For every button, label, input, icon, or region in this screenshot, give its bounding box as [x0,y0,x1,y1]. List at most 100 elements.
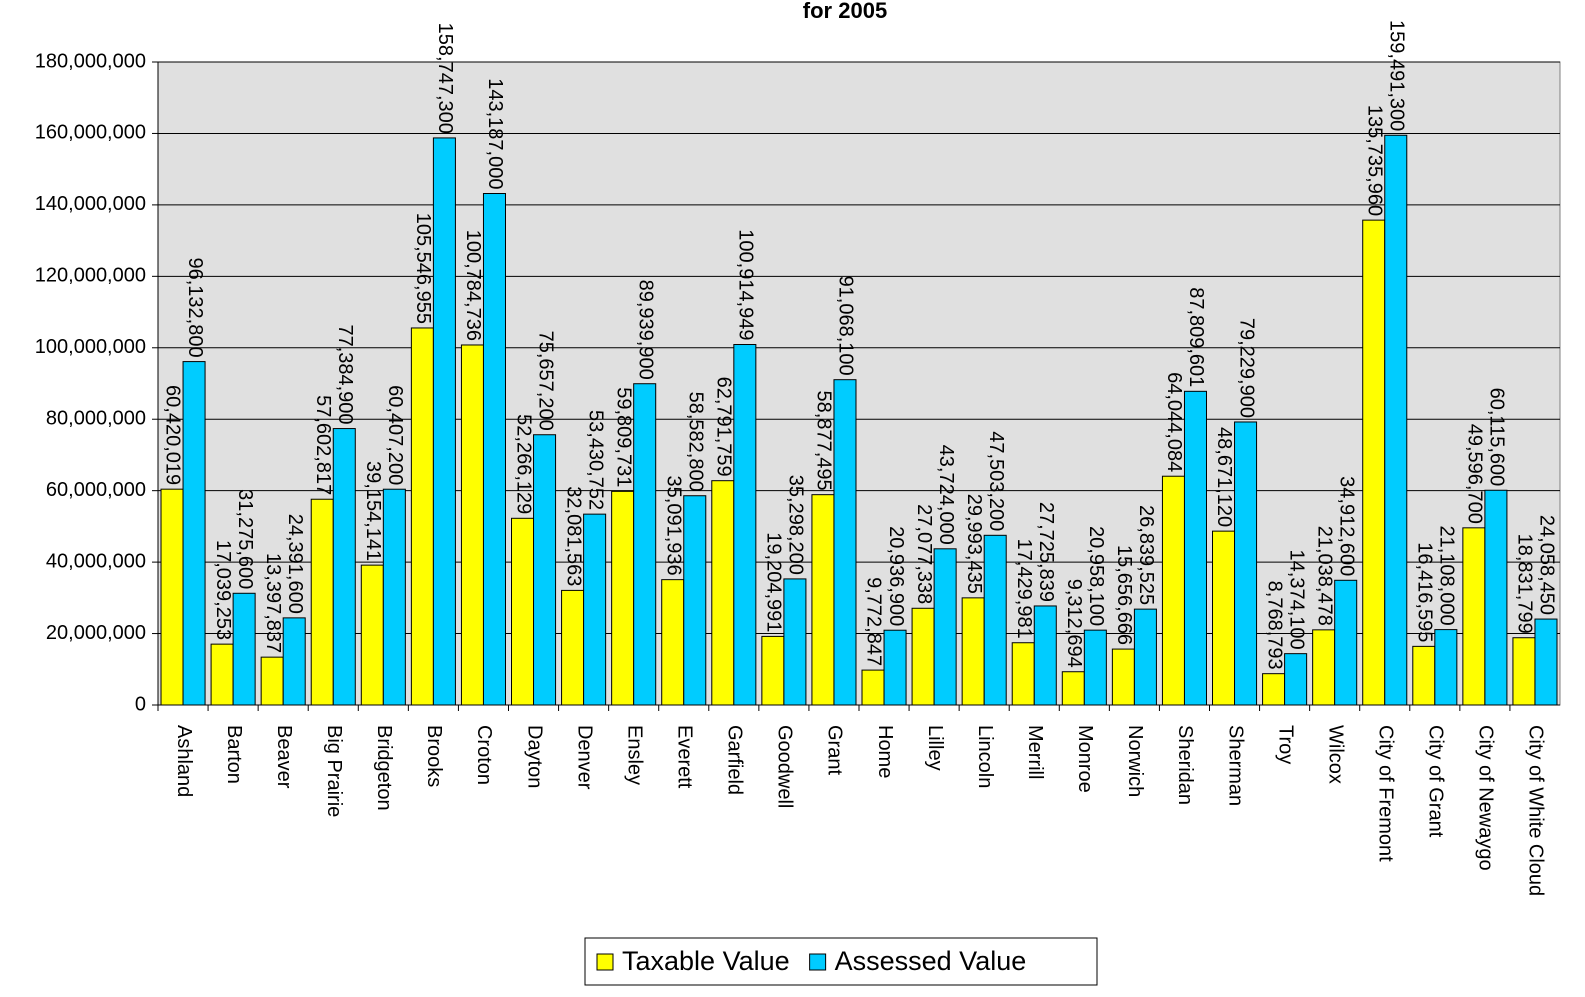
data-label: 20,936,900 [885,526,907,626]
x-tick-label: Beaver [273,725,295,789]
bar [182,361,206,706]
bar [633,383,657,706]
bar [1284,653,1308,706]
y-tick-label: 140,000,000 [35,193,146,215]
data-label: 105,546,955 [412,213,434,324]
x-tick-label: Croton [473,725,495,785]
bar [332,428,356,706]
x-tick-label: Norwich [1124,725,1146,797]
data-label: 26,839,525 [1135,505,1157,605]
bar [711,480,735,706]
bar [1033,605,1057,706]
bar [1111,648,1135,706]
data-label: 58,582,800 [684,392,706,492]
legend [584,937,1098,986]
x-tick-label: Denver [573,725,595,790]
y-tick-label: 160,000,000 [35,122,146,144]
data-label: 21,038,478 [1313,526,1335,626]
x-tick-label: Everett [673,725,695,789]
data-label: 64,044,084 [1163,372,1185,472]
x-tick-label: Big Prairie [323,725,345,817]
y-tick-label: 120,000,000 [35,265,146,287]
bar [310,498,334,706]
bar [933,548,957,706]
bar [761,635,785,706]
data-label: 53,430,752 [584,410,606,510]
data-label: 159,491,300 [1385,20,1407,131]
data-label: 24,058,450 [1536,515,1558,615]
data-label: 39,154,141 [362,461,384,561]
bar [861,669,885,706]
data-label: 9,772,847 [863,577,885,666]
bar [1161,475,1185,706]
data-label: 14,374,100 [1285,550,1307,650]
data-label: 91,068,100 [835,276,857,376]
bar [783,578,807,706]
data-label: 31,275,600 [234,489,256,589]
data-label: 60,420,019 [162,385,184,485]
bar [1083,629,1107,706]
bar [1334,579,1358,706]
data-label: 29,993,435 [963,494,985,594]
data-label: 49,596,700 [1464,424,1486,524]
x-tick-label: Lilley [924,725,946,771]
bar [1412,645,1436,706]
bar [1262,673,1286,706]
y-tick-label: 40,000,000 [46,550,146,572]
data-label: 75,657,200 [534,331,556,431]
bar [210,643,234,706]
bar [983,534,1007,706]
data-label: 96,132,800 [184,257,206,357]
x-tick-label: Brooks [423,725,445,787]
data-label: 43,724,000 [935,445,957,545]
bar [611,490,635,706]
x-tick-label: Sherman [1224,725,1246,806]
x-tick-label: Monroe [1074,725,1096,793]
bar [432,137,456,706]
data-label: 62,791,759 [713,377,735,477]
bar [811,494,835,706]
chart-title: for 2005 [803,0,887,23]
legend-label: Assessed Value [835,946,1027,976]
data-label: 20,958,100 [1085,526,1107,626]
bar [282,617,306,706]
x-tick-label: Wilcox [1324,725,1346,784]
x-tick-label: Merrill [1024,725,1046,779]
legend-label: Taxable Value [622,946,790,976]
x-tick-label: Bridgeton [373,725,395,811]
data-label: 35,298,200 [785,475,807,575]
data-label: 32,081,563 [562,486,584,586]
data-label: 17,429,981 [1013,539,1035,639]
y-tick-label: 20,000,000 [46,622,146,644]
data-label: 27,077,338 [913,504,935,604]
data-label: 17,039,253 [212,540,234,640]
x-tick-label: Sheridan [1174,725,1196,805]
bar [1434,629,1458,706]
bar [482,193,506,706]
bar [733,344,757,706]
legend-swatch [809,953,827,971]
bar [911,607,935,706]
data-label: 16,416,595 [1414,542,1436,642]
x-tick-label: Ensley [623,725,645,785]
x-tick-label: Troy [1274,725,1296,764]
bar [232,592,256,706]
data-label: 9,312,694 [1063,579,1085,668]
x-tick-label: Garfield [724,725,746,795]
bar [460,344,484,706]
data-label: 19,204,991 [763,532,785,632]
data-label: 100,784,736 [462,230,484,341]
data-label: 47,503,200 [985,431,1007,531]
x-tick-label: City of Newaygo [1475,725,1497,871]
bar [683,495,707,706]
x-tick-label: City of Grant [1425,725,1447,838]
data-label: 48,671,120 [1213,427,1235,527]
x-tick-label: Ashland [173,725,195,797]
bar [410,327,434,706]
data-label: 58,877,495 [813,391,835,491]
bar [382,488,406,706]
bar [1462,527,1486,706]
bar [511,517,535,706]
x-tick-label: Lincoln [974,725,996,788]
